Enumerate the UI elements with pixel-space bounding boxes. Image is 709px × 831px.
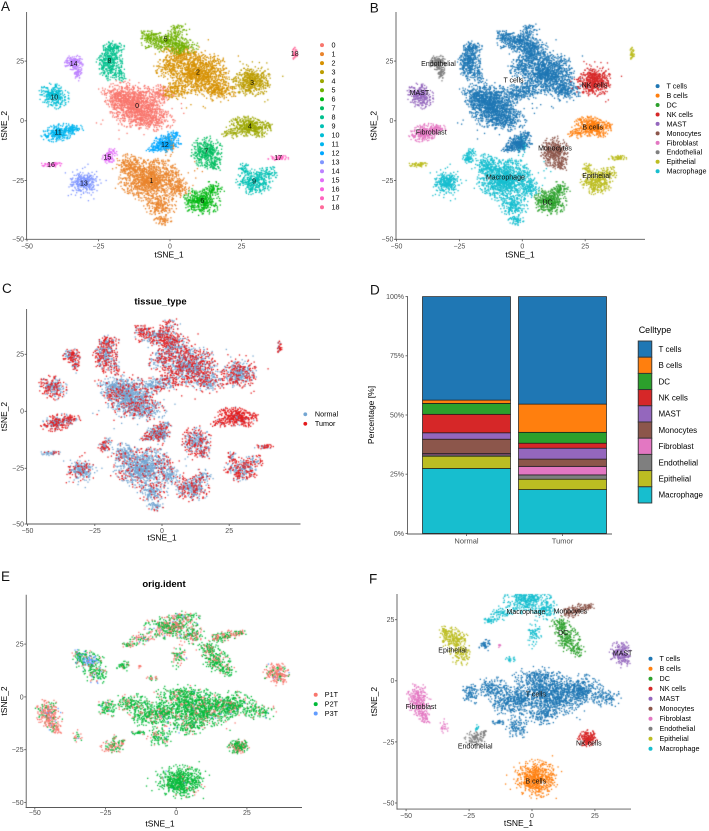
svg-text:DC: DC	[542, 199, 552, 206]
svg-text:NK cells: NK cells	[582, 82, 608, 89]
svg-text:T cells: T cells	[526, 691, 547, 698]
svg-text:Endothelial: Endothelial	[458, 743, 493, 750]
svg-text:Endothelial: Endothelial	[421, 61, 456, 68]
svg-text:Macrophage: Macrophage	[507, 609, 546, 616]
svg-text:Epithelial: Epithelial	[582, 173, 611, 180]
svg-text:MAST: MAST	[613, 650, 633, 657]
svg-text:Macrophage: Macrophage	[486, 175, 525, 182]
svg-text:5: 5	[164, 37, 168, 44]
svg-text:Monocytes: Monocytes	[554, 609, 588, 616]
svg-text:Epithelial: Epithelial	[438, 648, 467, 655]
svg-text:7: 7	[204, 148, 208, 155]
svg-text:11: 11	[55, 130, 62, 137]
svg-text:2: 2	[196, 70, 200, 77]
svg-text:9: 9	[252, 179, 256, 186]
svg-text:4: 4	[248, 124, 252, 131]
svg-text:T cells: T cells	[503, 77, 524, 84]
svg-text:17: 17	[274, 155, 282, 162]
svg-text:16: 16	[47, 162, 55, 169]
svg-text:B cells: B cells	[525, 779, 546, 786]
svg-text:Fibroblast: Fibroblast	[416, 130, 447, 137]
svg-text:12: 12	[161, 142, 169, 149]
svg-text:MAST: MAST	[410, 90, 430, 97]
svg-text:13: 13	[80, 180, 88, 187]
svg-text:Fibroblast: Fibroblast	[406, 704, 437, 711]
svg-text:10: 10	[50, 94, 58, 101]
svg-text:15: 15	[104, 155, 112, 162]
svg-text:NK cells: NK cells	[576, 741, 602, 748]
svg-text:B cells: B cells	[582, 125, 603, 132]
svg-text:18: 18	[291, 51, 299, 58]
svg-text:6: 6	[200, 198, 204, 205]
svg-text:14: 14	[70, 61, 78, 68]
svg-text:3: 3	[250, 80, 254, 87]
svg-text:Monocytes: Monocytes	[538, 146, 572, 153]
svg-text:8: 8	[107, 58, 111, 65]
svg-text:1: 1	[149, 178, 153, 185]
svg-text:DC: DC	[558, 630, 568, 637]
svg-text:0: 0	[135, 103, 139, 110]
